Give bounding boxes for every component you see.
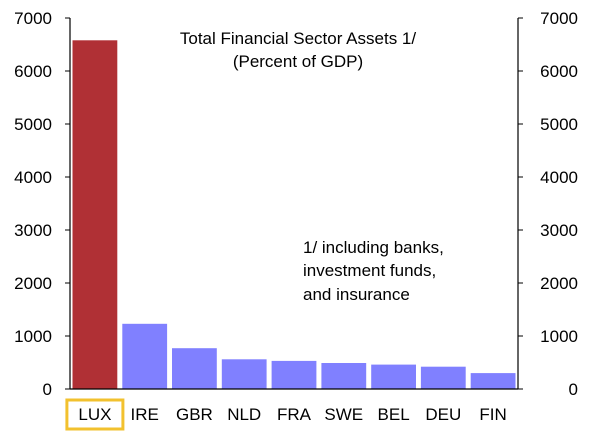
x-tick-label: BEL [378,405,410,424]
left-y-tick-label: 6000 [14,62,52,81]
axes [69,18,519,390]
chart-title-line-1: Total Financial Sector Assets 1/ [180,29,417,48]
right-y-tick-label: 1000 [540,327,578,346]
annotation-line-1: 1/ including banks, [303,238,444,257]
bar-lux [72,40,118,390]
right-y-tick-label: 4000 [540,168,578,187]
annotation-line-3: and insurance [303,285,410,304]
bar-fra [271,360,317,389]
left-y-tick-label: 0 [43,380,52,399]
highlight-box [65,398,125,431]
bar-swe [321,363,367,389]
right-y-tick-label: 6000 [540,62,578,81]
x-tick-label: NLD [227,405,261,424]
footnote-annotation: 1/ including banks, investment funds, an… [303,238,444,304]
right-y-tick-label: 0 [569,380,578,399]
bar-gbr [172,348,217,389]
left-y-tick-label: 1000 [14,327,52,346]
x-tick-label: IRE [131,405,159,424]
x-tick-label: GBR [176,405,213,424]
left-y-tick-label: 7000 [14,9,52,28]
chart-title-line-2: (Percent of GDP) [233,52,363,71]
left-y-ticks: 0 1000 2000 3000 4000 5000 6000 7000 [14,9,70,399]
right-y-tick-label: 3000 [540,221,578,240]
x-tick-label: FIN [479,405,506,424]
x-tick-label: FRA [277,405,312,424]
left-y-tick-label: 4000 [14,168,52,187]
right-y-tick-label: 5000 [540,115,578,134]
x-tick-label: DEU [425,405,461,424]
bars [72,40,516,390]
x-tick-label: SWE [324,405,363,424]
bar-deu [420,366,466,389]
bar-ire [122,323,168,389]
annotation-line-2: investment funds, [303,261,436,280]
right-y-tick-label: 2000 [540,274,578,293]
x-tick-labels: LUX IRE GBR NLD FRA SWE BEL DEU FIN [65,398,507,431]
right-y-ticks: 0 1000 2000 3000 4000 5000 6000 7000 [518,9,578,399]
right-y-tick-label: 7000 [540,9,578,28]
left-y-tick-label: 2000 [14,274,52,293]
left-y-tick-label: 3000 [14,221,52,240]
left-y-tick-label: 5000 [14,115,52,134]
chart-title: Total Financial Sector Assets 1/ (Percen… [180,29,417,71]
bar-fin [470,373,516,389]
bar-nld [221,359,267,389]
bar-bel [371,364,416,389]
x-tick-label: LUX [78,405,111,424]
